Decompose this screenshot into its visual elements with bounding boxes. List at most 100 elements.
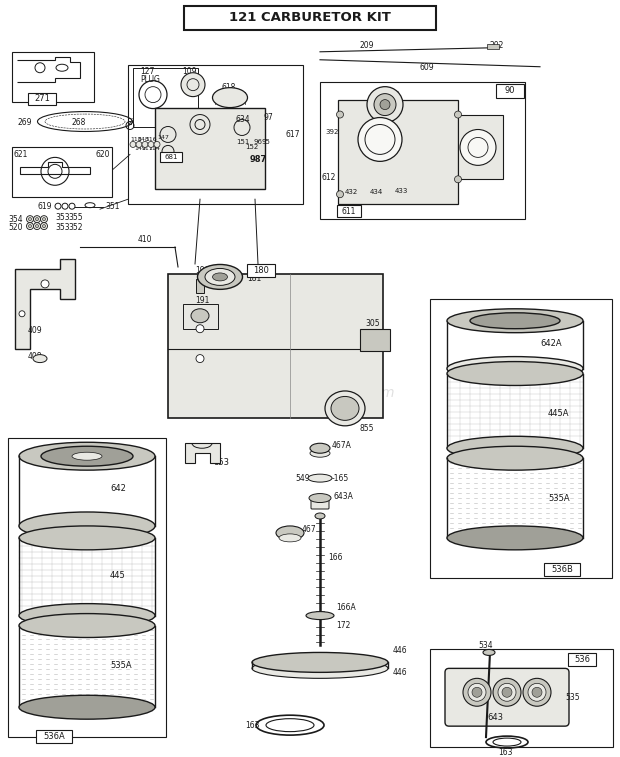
Text: 109: 109 (182, 67, 197, 76)
Circle shape (374, 94, 396, 116)
Bar (36, 731, 72, 743)
FancyBboxPatch shape (445, 668, 569, 726)
Circle shape (19, 311, 25, 316)
Circle shape (502, 687, 512, 697)
Bar (430, 299, 612, 578)
Text: 535A: 535A (548, 494, 570, 503)
Polygon shape (15, 259, 75, 349)
Ellipse shape (493, 738, 521, 746)
Text: 166A: 166A (336, 603, 356, 612)
Text: 617: 617 (285, 130, 299, 139)
Text: 520: 520 (8, 223, 22, 232)
Ellipse shape (468, 684, 486, 701)
Text: 180: 180 (253, 266, 269, 275)
Text: 620: 620 (96, 150, 110, 159)
Text: 117: 117 (141, 146, 153, 151)
Circle shape (148, 142, 154, 148)
Ellipse shape (279, 534, 301, 542)
Ellipse shape (331, 397, 359, 420)
Text: 611: 611 (342, 207, 356, 216)
Text: 643A: 643A (333, 491, 353, 500)
Ellipse shape (191, 309, 209, 322)
Circle shape (35, 218, 38, 220)
Ellipse shape (447, 526, 583, 550)
Text: 127: 127 (140, 67, 154, 76)
Text: 853: 853 (213, 458, 229, 466)
FancyBboxPatch shape (311, 497, 329, 509)
Text: 118: 118 (130, 137, 141, 142)
Bar (133, 67, 198, 127)
Ellipse shape (310, 449, 330, 457)
Ellipse shape (33, 354, 47, 363)
Bar (12, 51, 94, 101)
Text: 433: 433 (395, 188, 409, 195)
Text: 643: 643 (487, 712, 503, 721)
Bar (360, 329, 390, 350)
Circle shape (380, 100, 390, 110)
Ellipse shape (19, 526, 155, 550)
Text: 609: 609 (420, 64, 435, 72)
Ellipse shape (493, 678, 521, 706)
Text: 148: 148 (137, 137, 149, 142)
Text: 634: 634 (236, 115, 250, 124)
Bar (430, 650, 613, 747)
Text: 166: 166 (328, 553, 342, 562)
Ellipse shape (309, 494, 331, 503)
Text: 353: 353 (55, 223, 69, 232)
Ellipse shape (72, 452, 102, 460)
Ellipse shape (483, 650, 495, 656)
Circle shape (460, 129, 496, 165)
Circle shape (136, 142, 142, 148)
Text: 432: 432 (345, 189, 358, 195)
Text: 172: 172 (336, 621, 350, 630)
Bar (544, 562, 580, 576)
Text: 202: 202 (490, 42, 505, 50)
Text: 209: 209 (360, 42, 374, 50)
Text: 190: 190 (195, 266, 210, 276)
Text: 268: 268 (72, 118, 86, 127)
Text: 445: 445 (110, 572, 126, 580)
Text: 352: 352 (68, 223, 82, 232)
Text: 121 CARBURETOR KIT: 121 CARBURETOR KIT (229, 11, 391, 24)
Ellipse shape (470, 313, 560, 329)
Ellipse shape (213, 273, 228, 281)
Text: 536A: 536A (43, 732, 65, 741)
Text: 549: 549 (295, 474, 309, 483)
Circle shape (454, 176, 461, 182)
Circle shape (337, 111, 343, 118)
Circle shape (40, 223, 48, 229)
Ellipse shape (498, 684, 516, 701)
Circle shape (196, 325, 204, 332)
Bar (458, 114, 503, 179)
Bar (320, 82, 525, 219)
Text: 97: 97 (264, 113, 274, 122)
Ellipse shape (19, 512, 155, 540)
Ellipse shape (447, 436, 583, 460)
Ellipse shape (447, 357, 583, 381)
Text: 409: 409 (28, 326, 43, 335)
Circle shape (43, 218, 45, 220)
Ellipse shape (205, 269, 235, 285)
Text: PLUG: PLUG (140, 75, 160, 84)
Bar (337, 205, 361, 217)
Text: 434: 434 (370, 189, 383, 195)
Ellipse shape (447, 362, 583, 385)
Bar (12, 148, 112, 198)
Circle shape (35, 225, 38, 228)
Ellipse shape (306, 612, 334, 619)
Bar (196, 279, 204, 293)
Text: 612: 612 (321, 173, 335, 182)
Circle shape (154, 142, 160, 148)
Ellipse shape (19, 695, 155, 719)
Text: 149: 149 (134, 146, 146, 151)
FancyBboxPatch shape (168, 274, 383, 419)
Bar (338, 100, 458, 204)
Bar (160, 152, 182, 162)
Text: 446: 446 (393, 668, 407, 677)
Bar (128, 65, 303, 204)
Circle shape (41, 280, 49, 288)
Ellipse shape (308, 474, 332, 482)
Text: 353: 353 (55, 213, 69, 222)
Text: 467A: 467A (332, 441, 352, 450)
Circle shape (130, 142, 136, 148)
